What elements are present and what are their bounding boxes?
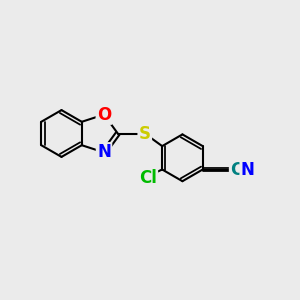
Text: S: S <box>139 124 151 142</box>
Text: C: C <box>230 160 242 178</box>
Text: N: N <box>97 143 111 161</box>
Text: Cl: Cl <box>139 169 157 187</box>
Text: N: N <box>241 160 255 178</box>
Text: O: O <box>97 106 111 124</box>
